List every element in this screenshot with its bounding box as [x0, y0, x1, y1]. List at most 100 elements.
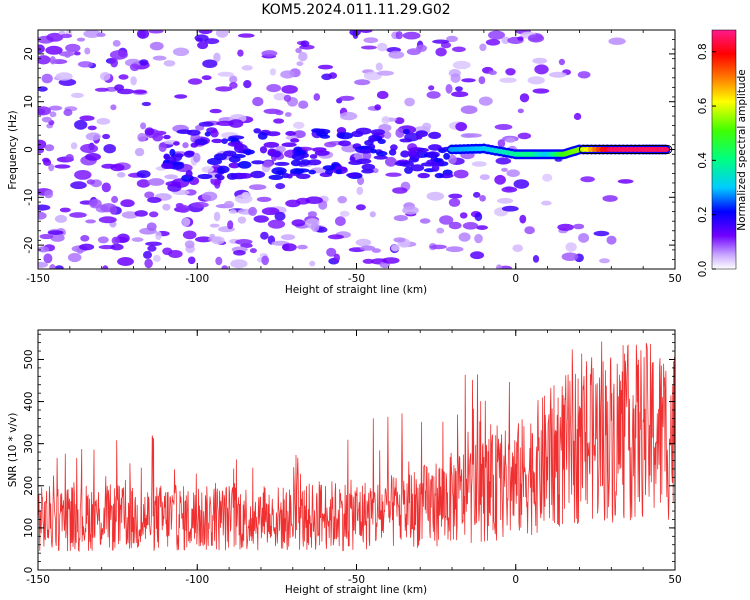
heatmap-cell	[215, 256, 223, 266]
heatmap-cell	[109, 50, 128, 60]
heatmap-cell	[339, 210, 350, 217]
heatmap-cell	[71, 92, 84, 98]
heatmap-cell	[67, 252, 82, 263]
heatmap-cell	[394, 117, 405, 125]
heatmap-cell	[163, 154, 171, 160]
heatmap-cell	[532, 88, 550, 94]
heatmap-cell	[473, 191, 481, 198]
heatmap-cell	[44, 189, 54, 199]
heatmap-cell	[532, 57, 548, 64]
heatmap-cell	[228, 156, 241, 163]
heatmap-cell	[338, 140, 351, 147]
heatmap-cell	[400, 150, 410, 158]
heatmap-cell	[149, 41, 164, 51]
heatmap-cell	[470, 251, 485, 260]
heatmap-cell	[211, 138, 223, 144]
heatmap-cell	[65, 43, 81, 53]
heatmap-cell	[426, 91, 441, 99]
heatmap-cell	[165, 181, 181, 187]
colorbar-tick-label: 0.2	[697, 206, 709, 223]
x-tick-label: -150	[26, 574, 50, 586]
x-tick-label: -50	[348, 574, 365, 586]
heatmap-cell	[295, 47, 302, 54]
heatmap-cell	[190, 142, 199, 148]
heatmap-cell	[434, 172, 444, 179]
x-tick-label: 0	[512, 273, 519, 285]
heatmap-cell	[446, 35, 458, 43]
heatmap-cell	[162, 203, 171, 211]
heatmap-cell	[416, 147, 429, 153]
heatmap-cell	[479, 174, 490, 181]
heatmap-cell	[318, 64, 333, 70]
heatmap-cell	[494, 174, 506, 185]
heatmap-cell	[290, 159, 301, 167]
heatmap-cell	[359, 148, 372, 154]
heatmap-cell	[478, 96, 493, 106]
heatmap-cell	[216, 174, 225, 181]
heatmap-cell	[307, 159, 322, 166]
heatmap-cell	[163, 60, 176, 67]
heatmap-cell	[281, 142, 297, 147]
heatmap-cell	[519, 93, 530, 103]
y-tick-label: 300	[23, 434, 35, 454]
heatmap-cell	[577, 71, 591, 79]
heatmap-cell	[43, 159, 52, 166]
heatmap-cell	[38, 44, 45, 54]
heatmap-cell	[617, 179, 634, 184]
heatmap-cell	[283, 94, 292, 102]
heatmap-cell	[209, 108, 222, 114]
snr-x-ticks: -150 -100 -50 0 50	[26, 330, 682, 586]
heatmap-cell	[74, 170, 92, 180]
heatmap-cell	[110, 104, 117, 111]
heatmap-cell	[87, 125, 97, 131]
heatmap-cell	[432, 39, 450, 44]
heatmap-cell	[337, 196, 348, 204]
heatmap-cell	[217, 165, 230, 174]
y-tick-label: 0	[23, 146, 35, 153]
heatmap-cell	[385, 172, 402, 177]
heatmap-cell	[282, 243, 297, 252]
heatmap-cell	[197, 173, 213, 180]
heatmap-cell	[471, 161, 487, 167]
heatmap-cell	[298, 100, 309, 109]
heatmap-cell	[96, 118, 111, 125]
heatmap-cell	[381, 116, 390, 125]
heatmap-cell	[524, 226, 535, 235]
heatmap-cell	[234, 194, 253, 204]
heatmap-cell	[399, 138, 413, 143]
heatmap-cell	[296, 61, 304, 67]
heatmap-cell	[241, 65, 253, 71]
heatmap-cell	[213, 211, 221, 222]
heatmap-cell	[173, 141, 180, 146]
heatmap-cell	[204, 38, 220, 45]
heatmap-cell	[147, 197, 162, 203]
heatmap-cell	[309, 260, 316, 267]
heatmap-cell	[485, 39, 501, 46]
heatmap-cell	[419, 218, 431, 224]
x-tick-label: 50	[668, 574, 681, 586]
heatmap-cell	[261, 255, 270, 266]
heatmap-cell	[41, 73, 53, 84]
heatmap-cell	[445, 246, 464, 253]
colorbar-label: Normalized spectral amplitude	[736, 69, 748, 230]
heatmap-cell	[494, 124, 513, 130]
heatmap-cell	[221, 265, 229, 269]
heatmap-cell	[55, 72, 73, 81]
heatmap-cell	[404, 97, 415, 107]
heatmap-cell	[606, 235, 617, 245]
heatmap-cell	[460, 105, 478, 114]
colorbar-tick-label: 0.6	[697, 97, 709, 114]
heatmap-cell	[608, 37, 626, 45]
heatmap-cell	[455, 86, 463, 92]
heatmap-cell	[293, 121, 305, 129]
heatmap-cell	[85, 132, 101, 141]
heatmap-cell	[488, 30, 505, 40]
heatmap-cell	[297, 244, 308, 250]
heatmap-cell	[558, 58, 566, 66]
heatmap-cell	[573, 112, 582, 121]
heatmap-cell	[274, 211, 286, 221]
heatmap-cell	[59, 207, 71, 213]
heatmap-cell	[194, 34, 209, 42]
heatmap-cell	[249, 248, 257, 254]
heatmap-cell	[145, 241, 163, 246]
